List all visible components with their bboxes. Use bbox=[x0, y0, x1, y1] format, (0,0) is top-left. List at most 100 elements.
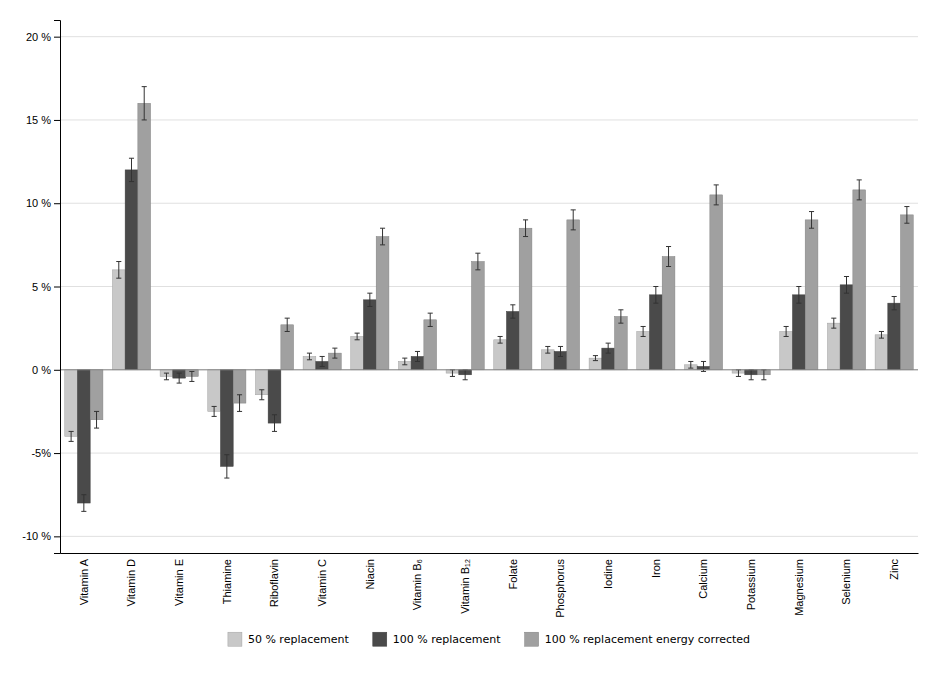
error-bar bbox=[904, 207, 909, 224]
error-bar bbox=[94, 411, 99, 428]
tick-label: Zinc bbox=[888, 559, 900, 580]
bar bbox=[637, 331, 650, 369]
error-bar bbox=[571, 210, 576, 230]
tick-label: 10 % bbox=[26, 197, 51, 209]
grid-line bbox=[60, 453, 918, 454]
error-bar bbox=[402, 358, 407, 365]
error-bar bbox=[831, 318, 836, 328]
bar bbox=[840, 285, 853, 370]
tick: 10 % bbox=[26, 197, 60, 209]
bar bbox=[662, 257, 675, 370]
bar bbox=[363, 300, 376, 370]
tick-label: Vitamin D bbox=[125, 559, 137, 607]
error-bar bbox=[892, 296, 897, 309]
error-bar bbox=[606, 343, 611, 353]
tick: 15 % bbox=[26, 114, 60, 126]
error-bar bbox=[142, 87, 147, 120]
legend-swatch bbox=[373, 632, 387, 646]
error-bar bbox=[332, 348, 337, 358]
tick: Iron bbox=[650, 559, 662, 578]
tick-label: Vitamin E bbox=[173, 559, 185, 606]
error-bar bbox=[688, 361, 693, 368]
error-bar bbox=[749, 370, 754, 380]
error-bar bbox=[367, 293, 372, 306]
error-bar bbox=[69, 431, 74, 441]
error-bar bbox=[857, 180, 862, 200]
error-bar bbox=[129, 158, 134, 181]
tick-label: Folate bbox=[507, 559, 519, 590]
bar bbox=[649, 295, 662, 370]
axis-line bbox=[54, 21, 61, 554]
legend: 50 % replacement100 % replacement100 % r… bbox=[228, 632, 750, 646]
tick-mark bbox=[54, 287, 60, 288]
tick: Vitamin B₆ bbox=[411, 559, 423, 610]
tick-label: Niacin bbox=[364, 559, 376, 590]
series bbox=[65, 262, 888, 442]
bar bbox=[780, 331, 793, 369]
error-bar bbox=[116, 262, 121, 279]
error-bar bbox=[593, 356, 598, 361]
bar bbox=[519, 228, 532, 370]
error-bar bbox=[380, 228, 385, 245]
error-bar bbox=[879, 331, 884, 338]
tick-mark bbox=[54, 453, 60, 454]
error-bar bbox=[463, 370, 468, 380]
y-axis: -10 %-5%0 %5 %10 %15 %20 % bbox=[22, 21, 60, 554]
error-bar bbox=[272, 415, 277, 432]
bar bbox=[710, 195, 723, 370]
tick: 0 % bbox=[32, 364, 60, 376]
tick-label: Phosphorus bbox=[554, 559, 566, 618]
tick: Folate bbox=[507, 559, 519, 590]
tick-label: Vitamin B₆ bbox=[411, 559, 423, 610]
bar bbox=[112, 270, 125, 370]
error-bar bbox=[558, 346, 563, 356]
legend-item: 50 % replacement bbox=[228, 632, 350, 646]
tick: Iodine bbox=[602, 559, 614, 589]
tick-mark bbox=[54, 536, 60, 537]
bar bbox=[424, 320, 437, 370]
error-bar bbox=[666, 247, 671, 267]
error-bar bbox=[415, 351, 420, 361]
grid-line bbox=[60, 286, 918, 287]
bar bbox=[792, 295, 805, 370]
tick-label: Potassium bbox=[745, 559, 757, 610]
tick: Vitamin B₁₂ bbox=[459, 559, 471, 614]
error-bar bbox=[545, 346, 550, 353]
legend-label: 100 % replacement bbox=[393, 633, 502, 646]
bar bbox=[901, 215, 914, 370]
bar bbox=[65, 370, 78, 437]
tick: Phosphorus bbox=[554, 559, 566, 618]
error-bar bbox=[796, 287, 801, 304]
error-bar bbox=[761, 370, 766, 380]
grid-line bbox=[60, 119, 918, 120]
tick: Vitamin D bbox=[125, 559, 137, 607]
error-bar bbox=[355, 333, 360, 340]
tick: Vitamin E bbox=[173, 559, 185, 606]
bar bbox=[472, 262, 485, 370]
error-bar bbox=[237, 395, 242, 412]
error-bar bbox=[641, 326, 646, 336]
tick-label: 15 % bbox=[26, 114, 51, 126]
bar bbox=[853, 190, 866, 370]
tick-label: Vitamin B₁₂ bbox=[459, 559, 471, 614]
error-bar bbox=[784, 326, 789, 336]
bar bbox=[125, 170, 138, 370]
tick: Magnesium bbox=[793, 559, 805, 616]
tick: Potassium bbox=[745, 559, 757, 610]
error-bar bbox=[212, 406, 217, 416]
bar bbox=[220, 370, 233, 467]
error-bar bbox=[428, 313, 433, 326]
legend-item: 100 % replacement bbox=[373, 632, 502, 646]
grid-line bbox=[60, 203, 918, 204]
series bbox=[90, 87, 913, 428]
tick-label: Iron bbox=[650, 559, 662, 578]
tick: Vitamin C bbox=[316, 559, 328, 607]
error-bar bbox=[450, 370, 455, 377]
grid bbox=[60, 37, 918, 537]
bar bbox=[376, 237, 389, 370]
tick-label: Thiamine bbox=[221, 559, 233, 604]
error-bar bbox=[523, 220, 528, 237]
bar bbox=[138, 103, 151, 370]
legend-label: 50 % replacement bbox=[248, 633, 350, 646]
tick-label: 20 % bbox=[26, 31, 51, 43]
